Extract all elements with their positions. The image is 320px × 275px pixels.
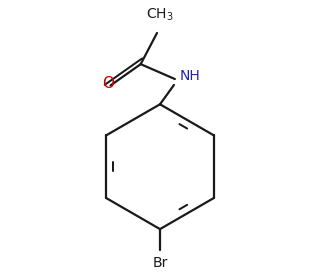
Text: CH$_3$: CH$_3$ [146, 7, 174, 23]
Text: NH: NH [179, 69, 200, 83]
Text: O: O [102, 76, 114, 91]
Text: Br: Br [152, 256, 168, 270]
